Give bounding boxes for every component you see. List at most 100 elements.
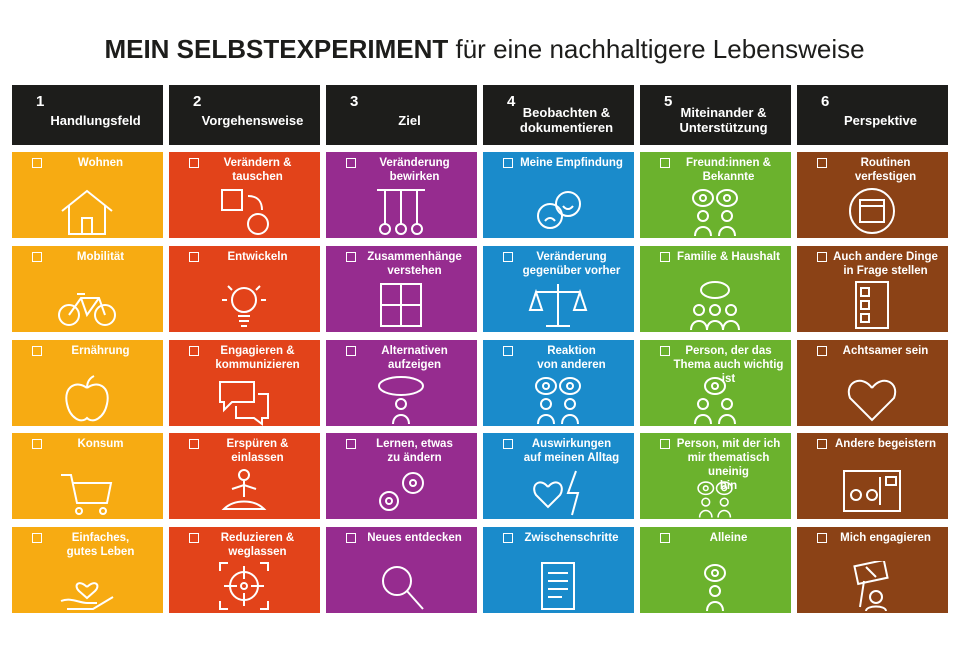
checkbox[interactable] xyxy=(503,439,513,449)
icon-shape xyxy=(721,398,733,410)
cell-text: Reaktion von anderen xyxy=(537,345,606,371)
icon-shape xyxy=(381,284,421,326)
column-header: 4 Beobachten & dokumentieren xyxy=(483,85,634,145)
icon-shape xyxy=(860,287,870,297)
icon-shape xyxy=(723,194,731,202)
checkbox[interactable] xyxy=(32,533,42,543)
icon-shape xyxy=(238,469,250,481)
icon-shape xyxy=(65,375,109,422)
icon-shape xyxy=(94,304,116,326)
icon-shape xyxy=(566,382,574,390)
cell: Engagieren & kommunizieren xyxy=(169,340,320,426)
icon xyxy=(60,582,114,610)
checkbox[interactable] xyxy=(189,158,199,168)
checkbox[interactable] xyxy=(660,346,670,356)
checkbox[interactable] xyxy=(32,252,42,262)
checkbox[interactable] xyxy=(660,158,670,168)
cell: Familie & Haushalt xyxy=(640,246,791,332)
cell-text: Neues entdecken xyxy=(367,532,462,544)
checkbox[interactable] xyxy=(189,439,199,449)
cell-text: Konsum xyxy=(77,438,124,450)
checkbox[interactable] xyxy=(817,533,827,543)
icon-shape xyxy=(704,564,726,582)
column-label: Perspektive xyxy=(844,112,917,128)
icon xyxy=(843,470,901,512)
icon-shape xyxy=(700,281,730,299)
icon xyxy=(65,375,109,422)
checkbox[interactable] xyxy=(32,346,42,356)
cell: Neues entdecken xyxy=(326,527,477,613)
checkbox[interactable] xyxy=(346,439,356,449)
checkbox[interactable] xyxy=(817,439,827,449)
checkbox[interactable] xyxy=(346,252,356,262)
cell: Reaktion von anderen xyxy=(483,340,634,426)
checkbox[interactable] xyxy=(32,158,42,168)
cell-text: Person, der das Thema auch wichtig ist xyxy=(673,345,784,385)
checkbox[interactable] xyxy=(346,346,356,356)
cell: Freund:innen & Bekannte xyxy=(640,152,791,238)
checkbox[interactable] xyxy=(346,158,356,168)
checkbox[interactable] xyxy=(189,533,199,543)
column-label: Handlungsfeld xyxy=(50,112,141,128)
cell: Veränderung bewirken xyxy=(326,152,477,238)
icon-shape xyxy=(866,489,878,501)
cell-text: Lernen, etwas zu ändern xyxy=(376,438,453,464)
icon-shape xyxy=(221,481,267,510)
icon-shape xyxy=(860,300,870,310)
checkbox[interactable] xyxy=(503,533,513,543)
icon-shape xyxy=(698,509,713,518)
icon-shape xyxy=(395,223,407,235)
icon xyxy=(541,562,575,610)
icon-shape xyxy=(219,562,269,610)
checkbox[interactable] xyxy=(189,346,199,356)
icon xyxy=(853,561,889,612)
column-label: Ziel xyxy=(398,112,421,128)
checkbox[interactable] xyxy=(660,439,670,449)
title-bold: MEIN SELBSTEXPERIMENT xyxy=(104,34,449,64)
icon-shape xyxy=(58,304,80,326)
icon xyxy=(692,189,738,237)
icon xyxy=(378,376,424,425)
icon xyxy=(382,566,424,610)
icon xyxy=(535,377,581,425)
icon-shape xyxy=(395,398,407,410)
checkbox[interactable] xyxy=(503,158,513,168)
checkbox[interactable] xyxy=(817,158,827,168)
checkbox[interactable] xyxy=(32,439,42,449)
icon xyxy=(221,469,267,510)
checkbox[interactable] xyxy=(817,252,827,262)
cell-text: Einfaches, gutes Leben xyxy=(66,532,135,558)
checkbox[interactable] xyxy=(346,533,356,543)
icon-shape xyxy=(561,414,579,425)
icon-shape xyxy=(537,203,563,229)
icon-shape xyxy=(240,582,248,590)
cell-text: Familie & Haushalt xyxy=(677,251,780,263)
checkbox[interactable] xyxy=(660,533,670,543)
icon-shape xyxy=(535,377,557,395)
icon-shape xyxy=(99,507,107,515)
title-rest: für eine nachhaltigere Lebensweise xyxy=(455,34,865,64)
icon-shape xyxy=(221,189,243,211)
cell-text: Routinen verfestigen xyxy=(854,157,917,183)
cell: Achtsamer sein xyxy=(797,340,948,426)
icon-shape xyxy=(75,507,83,515)
icon xyxy=(219,562,269,610)
checkbox[interactable] xyxy=(660,252,670,262)
icon-shape xyxy=(402,472,424,494)
icon-shape xyxy=(690,320,708,331)
checkbox[interactable] xyxy=(503,346,513,356)
icon-shape xyxy=(849,188,895,234)
icon-shape xyxy=(697,481,715,496)
checkbox[interactable] xyxy=(189,252,199,262)
checkbox[interactable] xyxy=(503,252,513,262)
cell: Lernen, etwas zu ändern xyxy=(326,433,477,519)
cell-text: Meine Empfindung xyxy=(520,157,623,169)
icon-shape xyxy=(879,476,897,505)
icon-shape xyxy=(718,414,736,425)
checkbox[interactable] xyxy=(817,346,827,356)
cell-text: Person, mit der ich mir thematisch unein… xyxy=(676,438,781,492)
cell-text: Andere begeistern xyxy=(835,438,936,450)
cell: Auch andere Dinge in Frage stellen xyxy=(797,246,948,332)
icon-shape xyxy=(869,590,883,604)
icon-shape xyxy=(219,381,269,426)
